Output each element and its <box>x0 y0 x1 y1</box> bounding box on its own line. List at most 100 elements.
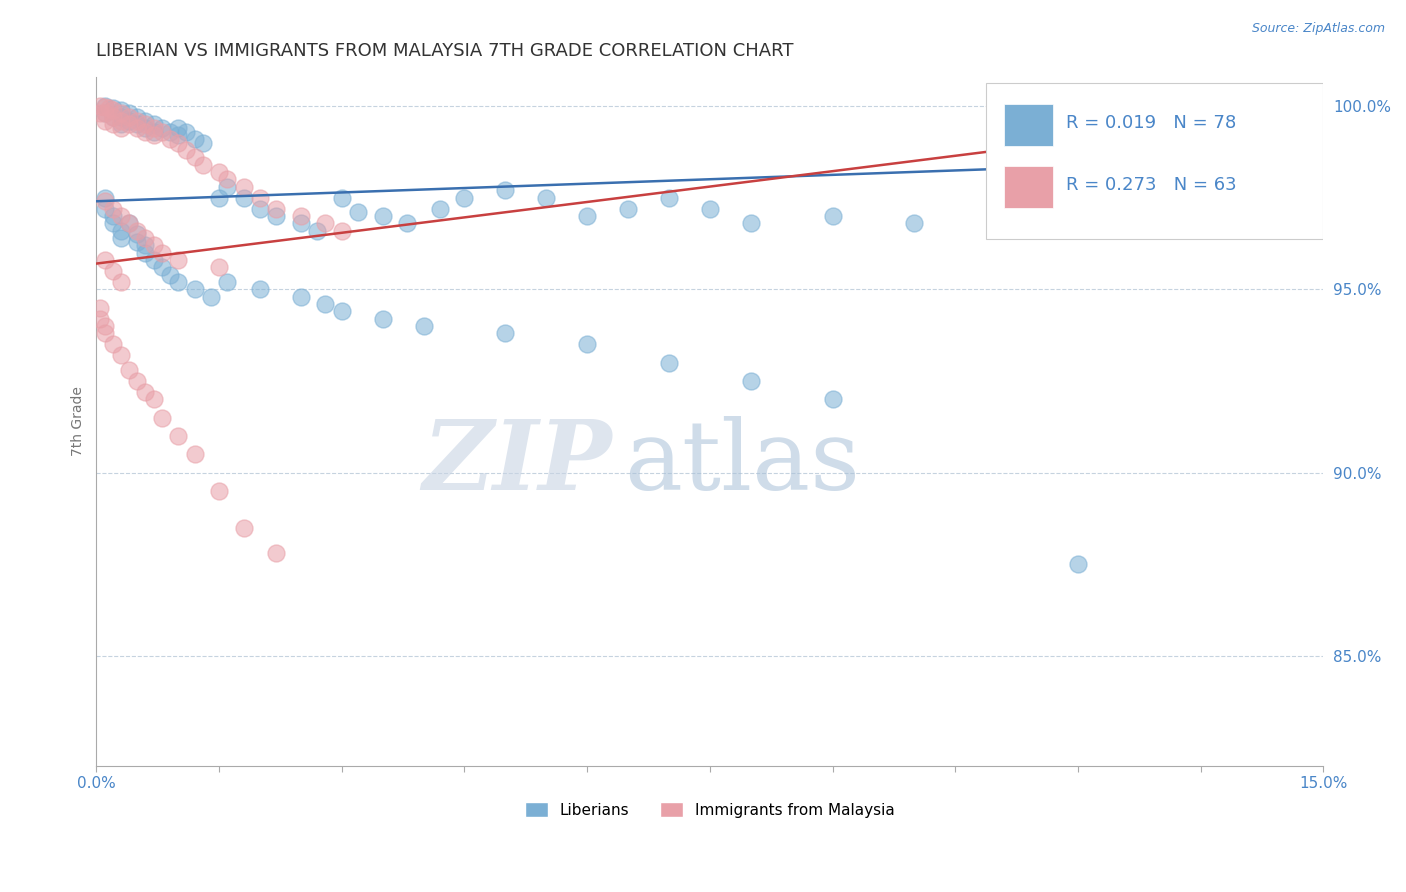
Point <box>101 202 124 216</box>
Point <box>330 223 353 237</box>
Point <box>371 311 394 326</box>
Point <box>142 238 165 252</box>
Point <box>110 348 132 362</box>
Point <box>396 216 419 230</box>
Point <box>208 191 231 205</box>
Point <box>290 289 312 303</box>
Point <box>617 202 640 216</box>
Point <box>97 101 120 115</box>
Point <box>110 120 132 135</box>
Point <box>93 318 115 333</box>
Point <box>167 275 190 289</box>
Point <box>167 120 190 135</box>
Point <box>142 128 165 143</box>
Point <box>167 429 190 443</box>
Point <box>118 106 141 120</box>
Point <box>330 191 353 205</box>
Point <box>93 106 115 120</box>
Text: Source: ZipAtlas.com: Source: ZipAtlas.com <box>1251 22 1385 36</box>
Point <box>150 245 173 260</box>
Point <box>142 252 165 267</box>
Point <box>167 128 190 143</box>
Point <box>740 374 762 388</box>
Point <box>127 113 149 128</box>
Point <box>134 245 156 260</box>
Point <box>984 205 1007 219</box>
Point <box>134 117 156 131</box>
Point <box>217 172 239 186</box>
Point <box>266 209 288 223</box>
Point <box>183 150 205 164</box>
Point <box>191 136 214 150</box>
Point <box>1067 194 1090 209</box>
Point <box>494 183 516 197</box>
Point <box>89 311 111 326</box>
Point <box>740 216 762 230</box>
Point <box>110 106 132 120</box>
Text: R = 0.019   N = 78: R = 0.019 N = 78 <box>1066 114 1236 132</box>
Point <box>142 392 165 407</box>
Point <box>330 304 353 318</box>
Point <box>453 191 475 205</box>
Point <box>118 216 141 230</box>
Point <box>110 117 132 131</box>
Point <box>290 209 312 223</box>
Point <box>93 106 115 120</box>
Point <box>208 483 231 498</box>
Point <box>232 191 254 205</box>
Point <box>93 202 115 216</box>
Point <box>134 113 156 128</box>
Point <box>249 202 271 216</box>
Point <box>167 252 190 267</box>
Point <box>101 110 124 124</box>
Point <box>101 216 124 230</box>
Point <box>1149 209 1171 223</box>
Point <box>118 113 141 128</box>
Point <box>159 268 181 282</box>
Point <box>127 374 149 388</box>
Point <box>159 132 181 146</box>
Point <box>134 120 156 135</box>
Point <box>110 275 132 289</box>
Point <box>217 275 239 289</box>
Point <box>110 209 132 223</box>
Point <box>371 209 394 223</box>
Point <box>266 546 288 560</box>
Point <box>110 110 132 124</box>
Point <box>101 117 124 131</box>
Point <box>118 117 141 131</box>
Point <box>232 179 254 194</box>
Point <box>101 209 124 223</box>
Y-axis label: 7th Grade: 7th Grade <box>72 386 86 456</box>
Point <box>183 282 205 296</box>
Point <box>101 337 124 351</box>
Point <box>142 117 165 131</box>
Legend: Liberians, Immigrants from Malaysia: Liberians, Immigrants from Malaysia <box>519 796 901 823</box>
Point <box>89 301 111 315</box>
Point <box>110 103 132 117</box>
Point <box>101 110 124 124</box>
Point <box>576 209 599 223</box>
Point <box>821 392 844 407</box>
Point <box>150 120 173 135</box>
Point <box>93 326 115 341</box>
Text: LIBERIAN VS IMMIGRANTS FROM MALAYSIA 7TH GRADE CORRELATION CHART: LIBERIAN VS IMMIGRANTS FROM MALAYSIA 7TH… <box>97 42 794 60</box>
Point <box>217 179 239 194</box>
Point <box>118 216 141 230</box>
Point <box>347 205 370 219</box>
Point <box>412 318 434 333</box>
Point <box>208 260 231 275</box>
Point <box>1230 216 1253 230</box>
Point <box>494 326 516 341</box>
Point <box>89 106 111 120</box>
Point <box>134 125 156 139</box>
Text: ZIP: ZIP <box>422 416 612 509</box>
Point <box>249 282 271 296</box>
Point <box>429 202 451 216</box>
Point <box>118 363 141 377</box>
Point <box>699 202 721 216</box>
Point <box>266 202 288 216</box>
Point <box>307 223 329 237</box>
Point <box>167 136 190 150</box>
FancyBboxPatch shape <box>986 84 1323 238</box>
